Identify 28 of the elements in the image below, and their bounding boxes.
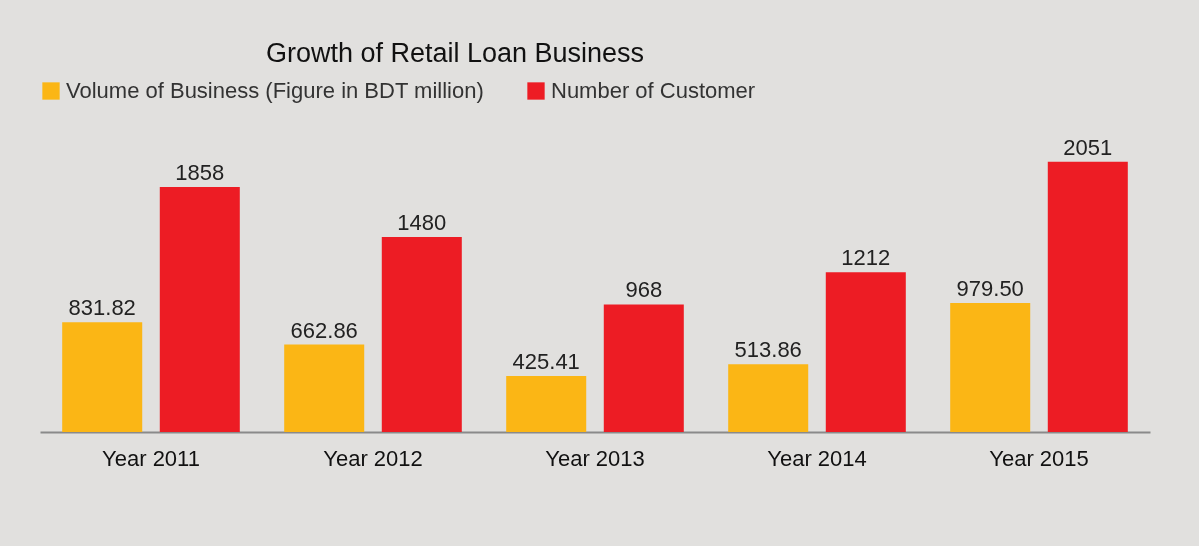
x-tick-label: Year 2014 — [767, 445, 867, 471]
data-label: 425.41 — [512, 348, 580, 374]
data-label: 1480 — [397, 209, 447, 235]
legend-label: Number of Customer — [551, 78, 756, 103]
data-label: 968 — [625, 277, 663, 303]
data-label: 979.50 — [956, 275, 1024, 301]
bar — [506, 375, 587, 432]
data-label: 2051 — [1063, 134, 1113, 160]
data-label: 662.86 — [290, 317, 358, 343]
x-tick-label: Year 2011 — [102, 445, 200, 471]
bar — [159, 187, 240, 432]
bar — [728, 364, 809, 432]
bar — [950, 302, 1031, 432]
bar — [1047, 161, 1128, 432]
bar — [603, 304, 684, 432]
bar — [381, 236, 462, 432]
legend-label: Volume of Business (Figure in BDT million) — [66, 78, 484, 103]
x-tick-label: Year 2012 — [323, 445, 423, 471]
x-tick-label: Year 2015 — [989, 445, 1089, 471]
bar — [284, 344, 365, 432]
bar — [62, 322, 143, 432]
bar — [825, 272, 906, 432]
x-tick-label: Year 2013 — [545, 445, 645, 471]
data-label: 831.82 — [68, 295, 136, 321]
data-label: 1212 — [841, 245, 891, 271]
data-label: 513.86 — [734, 337, 802, 363]
data-label: 1858 — [175, 160, 225, 186]
chart-title: Growth of Retail Loan Business — [265, 38, 645, 68]
